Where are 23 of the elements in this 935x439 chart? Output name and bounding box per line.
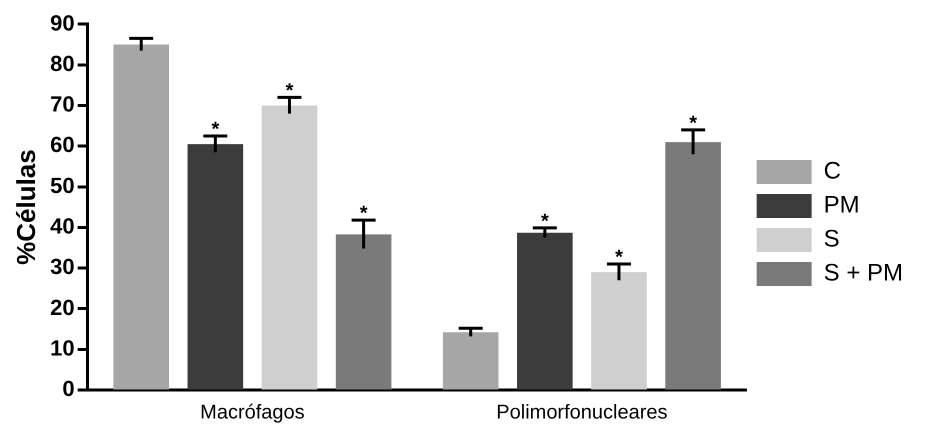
legend-label: S + PM bbox=[824, 260, 903, 287]
y-tick-label: 10 bbox=[50, 335, 75, 360]
y-tick-label: 50 bbox=[50, 172, 75, 198]
y-tick-label: 70 bbox=[50, 92, 75, 117]
data-label: * bbox=[286, 80, 294, 102]
y-tick-label: 0 bbox=[62, 376, 75, 402]
data-label: * bbox=[540, 210, 549, 232]
y-tick-label: 90 bbox=[50, 10, 75, 36]
y-tick-label: 60 bbox=[50, 132, 75, 158]
data-label: * bbox=[211, 118, 220, 140]
data-label: * bbox=[615, 246, 624, 269]
data-label: * bbox=[360, 202, 368, 225]
y-tick-label: 40 bbox=[50, 213, 75, 238]
y-tick-label: 30 bbox=[50, 254, 75, 280]
data-label: * bbox=[689, 112, 698, 134]
y-tick-label: 80 bbox=[50, 50, 75, 76]
legend-label: S bbox=[824, 226, 840, 253]
y-axis-title: %Células bbox=[10, 149, 41, 265]
legend-label: PM bbox=[824, 192, 860, 219]
legend-label: C bbox=[824, 158, 841, 185]
y-tick-label: 20 bbox=[50, 294, 75, 320]
x-tick-label: Polimorfonucleares bbox=[496, 402, 668, 424]
x-tick-label: Macrófagos bbox=[200, 402, 305, 424]
